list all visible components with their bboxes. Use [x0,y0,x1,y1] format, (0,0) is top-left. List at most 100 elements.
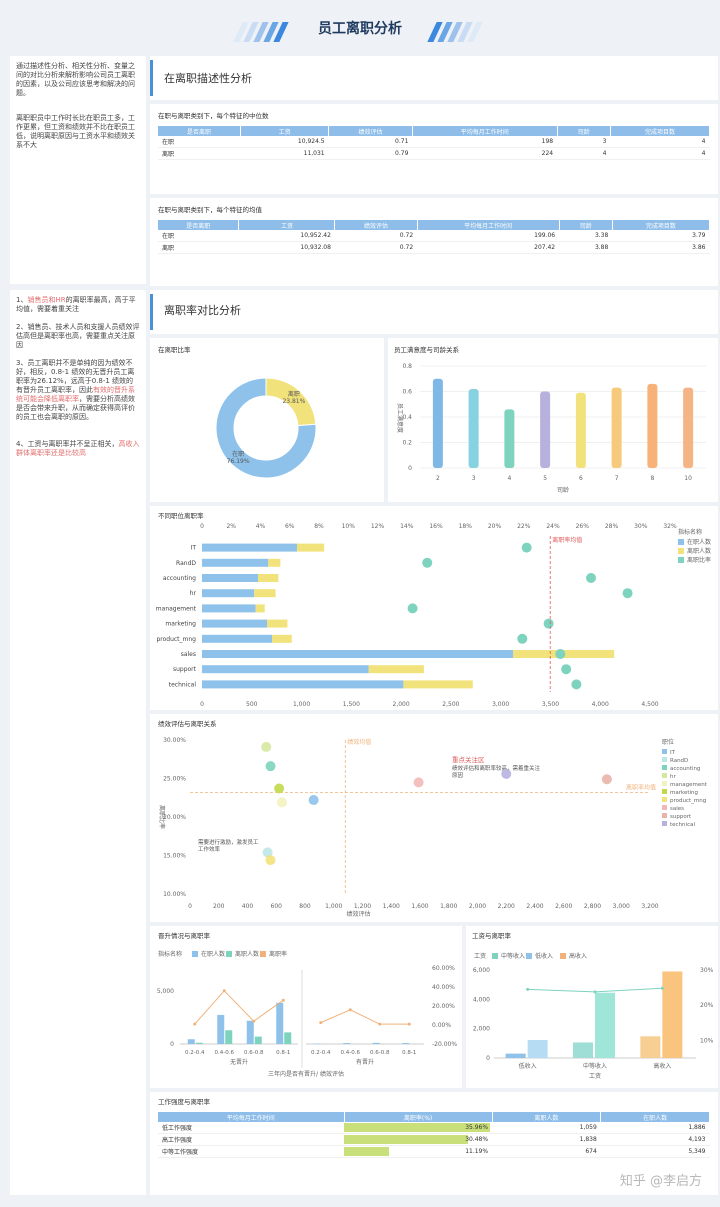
y-tick-label: 10.00% [163,891,186,898]
mean-header-cell[interactable]: 绩效评估 [334,220,418,230]
legend-swatch [526,953,532,959]
rate-avg-label: 离职率均值 [626,783,656,791]
rate-point [517,633,528,644]
bottom-axis-tick: 1,500 [343,701,360,708]
mean-header-cell[interactable]: 是否离职 [158,220,240,230]
bar-leave [258,574,279,582]
mean-cell: 3.88 [559,241,613,254]
median-header-cell[interactable]: 绩效评估 [328,126,413,136]
category-label: accounting [163,575,196,582]
bottom-axis-tick: 2,000 [393,701,410,708]
legend-swatch [678,539,684,545]
left-y-tick: 5,000 [157,988,174,995]
pie-slice-label: 23.81% [282,398,305,405]
top-axis-tick: 6% [285,523,295,530]
focus-text: 绩效评估和离职率较高，需着重关注 [452,764,541,772]
legend-label: technical [670,822,695,828]
group-label: 有晋升 [356,1058,374,1066]
legend-swatch [662,773,667,778]
workload-header-cell[interactable]: 平均每月工作时间 [158,1112,345,1122]
bar-stay [202,665,369,674]
legend-swatch [662,797,667,802]
x-tick-label: 3,000 [613,903,630,910]
rate-point [543,618,554,629]
top-axis-tick: 22% [517,523,531,530]
workload-panel: 工作强度与离职率 平均每月工作时间 离职率(%) 离职人数 在职人数 低工作强度 35.… [150,1092,718,1195]
salary-bar-stay [573,1042,593,1058]
salary-panel: 工资与离职率 工资 中等收入 低收入 高收入 0 2,000 4,000 6,000 10% 20… [466,926,718,1088]
median-header-cell[interactable]: 完成项目数 [610,126,711,136]
promo-bar-leave [225,1030,233,1044]
x-axis-label: 三年内是否有晋升/ 绩效评估 [268,1070,344,1078]
legend-label: product_mng [670,798,706,804]
satisfaction-chart: 0 0.2 0.4 0.6 0.8 2 3 4 5 6 7 8 10 司龄 员工满意度 [396,363,706,494]
y-tick-label: 0.2 [402,440,412,447]
top-axis-tick: 4% [256,523,266,530]
mean-header-cell[interactable]: 平均每月工作时间 [417,220,560,230]
legend-label: accounting [670,766,700,772]
table-row: 在职 10,924.5 0.71 198 3 4 [158,136,710,148]
workload-header-cell[interactable]: 在职人数 [600,1112,710,1122]
bar-leave [255,604,265,613]
median-cell: 离职 [158,147,241,160]
table-row: 高工作强度 30.48% 1,838 4,193 [158,1133,710,1146]
bar-stay [202,574,259,582]
bar-leave [254,589,276,598]
rate-line [194,990,284,1025]
rate-point [281,998,285,1002]
satisfaction-bar [647,383,658,468]
dept-panel: 不同职位离职率 0 2% 4% 6% 8% 10% 12% 14% 16% 18% 20% 22% 24… [150,506,718,710]
workload-rate-cell: 11.19% [344,1145,493,1158]
workload-cell: 1,886 [600,1122,710,1134]
left-y-tick: 0 [170,1041,174,1048]
legend-label: 在职人数 [687,538,711,546]
note-text: ，需要分析高绩效是否会带来升职，从而确定获得高评价的员工也会离职的原因。 [16,395,135,421]
rate-point [407,603,418,614]
x-tick-label: 2,000 [469,903,486,910]
note-text: 的离职率最高，高于平均值，需要着重关注 [16,296,136,313]
legend-swatch [678,557,684,563]
legend-label: hr [670,774,676,780]
category-label: management [156,605,197,612]
top-axis-tick: 20% [488,523,502,530]
workload-header-cell[interactable]: 离职率(%) [344,1112,493,1122]
mean-header-cell[interactable]: 完成项目数 [612,220,711,230]
median-header-cell[interactable]: 工资 [240,126,330,136]
median-cell: 0.71 [328,136,413,148]
median-header-cell[interactable]: 是否离职 [158,126,242,136]
pie-slice-label: 离职 [288,390,300,398]
median-header-cell[interactable]: 司龄 [557,126,611,136]
x-tick-label: 2 [436,475,440,482]
category-label: IT [191,545,197,552]
x-tick-label: 10 [684,475,692,482]
workload-rate-cell: 30.48% [344,1133,493,1146]
bar-stay [202,558,269,567]
median-table-title: 在职与离职类别下，每个特征的中位数 [158,112,269,120]
rate-point [660,986,664,990]
note-desc-2: 离职职员中工作时长比在职员工多，工作更累，但工资和绩效并不比在职员工低，说明离职… [16,114,135,149]
legend-label: RandD [670,758,688,764]
top-axis-tick: 2% [226,523,236,530]
workload-header-cell[interactable]: 离职人数 [492,1112,602,1122]
left-y-tick: 2,000 [473,1026,490,1033]
salary-title: 工资与离职率 [472,932,511,940]
promo-bar-leave [284,1032,292,1044]
right-y-tick: 20% [700,1002,714,1009]
top-axis-tick: 30% [634,523,648,530]
right-y-tick: 60.00% [432,965,455,972]
legend-swatch [560,953,566,959]
workload-name-cell: 高工作强度 [158,1133,345,1146]
mean-header-cell[interactable]: 工资 [238,220,336,230]
promo-title: 晋升情况与离职率 [158,932,210,940]
median-header-cell[interactable]: 平均每月工作时间 [412,126,558,136]
y-tick-label: 20.00% [163,814,186,821]
x-tick-label: 0.4-0.6 [215,1050,235,1056]
mean-header-cell[interactable]: 司龄 [559,220,613,230]
note-desc-1: 通过描述性分析、相关性分析、变量之间的对比分析来解析影响公司员工离职的因素，以及… [16,62,135,97]
left-y-tick: 4,000 [473,996,490,1003]
category-label: marketing [165,621,196,628]
salary-bar-leave [662,971,683,1058]
bottom-axis-tick: 4,000 [592,701,609,708]
table-row: 低工作强度 35.96% 1,059 1,886 [158,1122,710,1134]
workload-rate-label: 11.19% [465,1148,489,1155]
